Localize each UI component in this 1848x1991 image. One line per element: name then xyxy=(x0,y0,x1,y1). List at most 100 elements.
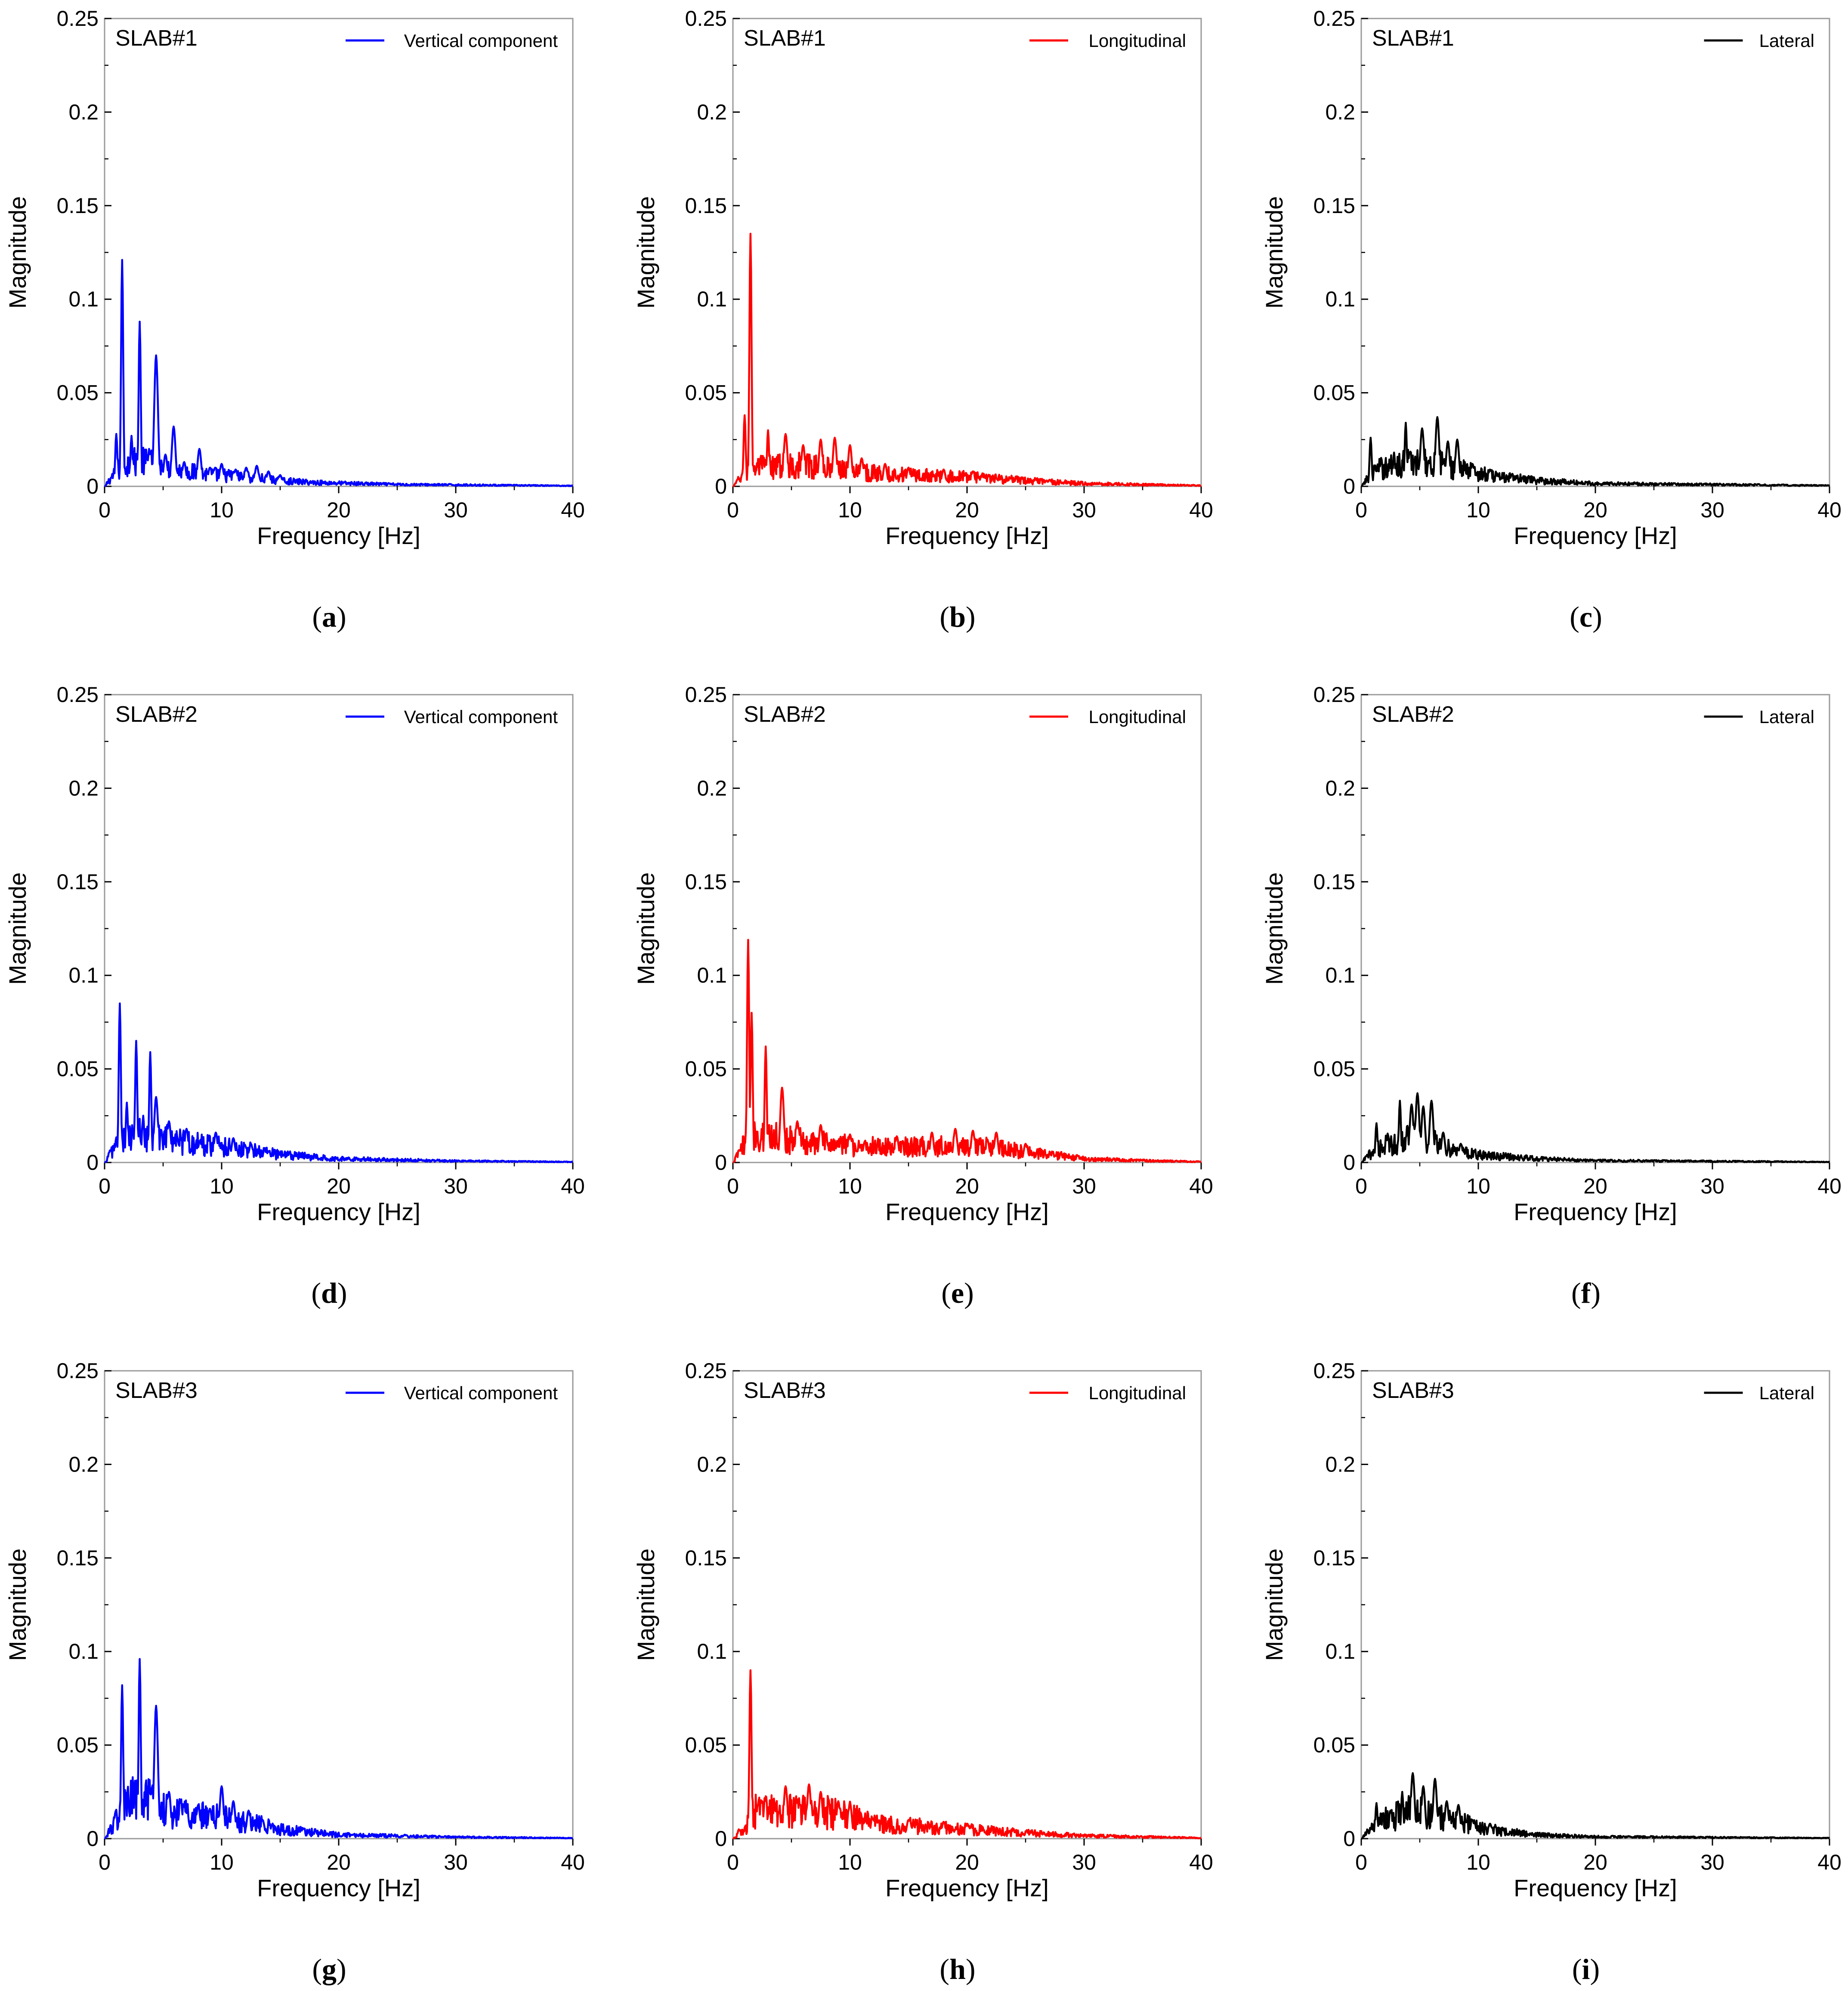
y-axis-title: Magnitude xyxy=(1261,196,1288,309)
caption-close: ) xyxy=(1591,1277,1601,1309)
y-tick-label: 0.1 xyxy=(68,1639,99,1663)
chart-panel-d: 0 0.05 0.1 0.15 0.2 0.25 0 10 20 30 40 Frequency [H… xyxy=(4,683,585,1309)
plot-frame xyxy=(1360,694,1830,1163)
panel-title: SLAB#3 xyxy=(744,1378,826,1403)
caption-close: ) xyxy=(337,1953,346,1985)
chart-panel-h: 0 0.05 0.1 0.15 0.2 0.25 0 10 20 30 40 Frequency [H… xyxy=(632,1359,1213,1985)
caption-letter: d xyxy=(321,1277,337,1309)
y-tick-label: 0.2 xyxy=(68,1452,99,1476)
x-tick-label: 0 xyxy=(1355,1174,1367,1198)
y-tick-label: 0.25 xyxy=(1313,1359,1355,1383)
y-axis-title: Magnitude xyxy=(632,872,659,985)
x-tick-label: 20 xyxy=(1583,1850,1607,1874)
x-tick-label: 20 xyxy=(1583,1174,1607,1198)
panel-caption: (g) xyxy=(312,1953,346,1985)
y-tick-label: 0.05 xyxy=(1313,1733,1355,1757)
x-tick-label: 20 xyxy=(327,1850,351,1874)
plot-frame xyxy=(732,694,1202,1163)
caption-open: ( xyxy=(1572,1953,1582,1985)
caption-letter: a xyxy=(322,600,337,633)
panel-caption: (b) xyxy=(939,600,975,633)
x-axis-title: Frequency [Hz] xyxy=(257,1198,420,1225)
legend-label: Lateral xyxy=(1759,707,1814,727)
x-axis-title: Frequency [Hz] xyxy=(885,1198,1049,1225)
x-tick-label: 20 xyxy=(327,498,351,522)
legend-label: Longitudinal xyxy=(1088,1383,1186,1403)
caption-letter: f xyxy=(1581,1277,1592,1309)
caption-letter: i xyxy=(1582,1953,1590,1985)
panel-title: SLAB#1 xyxy=(1372,26,1454,51)
x-tick-label: 30 xyxy=(444,1174,468,1198)
y-tick-label: 0 xyxy=(87,474,99,498)
y-tick-label: 0.05 xyxy=(1313,381,1355,405)
caption-open: ( xyxy=(311,1277,321,1309)
y-tick-label: 0.1 xyxy=(68,963,99,987)
y-tick-label: 0.2 xyxy=(697,776,727,800)
caption-close: ) xyxy=(964,1277,974,1309)
plot-frame xyxy=(732,18,1202,487)
legend: Vertical component xyxy=(346,31,558,51)
x-tick-label: 30 xyxy=(1700,498,1724,522)
legend-label: Lateral xyxy=(1759,31,1814,51)
y-tick-label: 0 xyxy=(715,474,727,498)
legend: Vertical component xyxy=(346,707,558,727)
legend-label: Vertical component xyxy=(404,1383,558,1403)
panel-title: SLAB#3 xyxy=(115,1378,198,1403)
y-tick-label: 0.15 xyxy=(685,870,727,894)
chart-panel-f: 0 0.05 0.1 0.15 0.2 0.25 0 10 20 30 40 Frequency [H… xyxy=(1261,683,1842,1309)
x-tick-label: 30 xyxy=(1700,1850,1724,1874)
y-tick-label: 0.2 xyxy=(68,776,99,800)
x-tick-label: 40 xyxy=(1189,1174,1213,1198)
x-tick-label: 20 xyxy=(1583,498,1607,522)
x-tick-label: 0 xyxy=(727,1850,739,1874)
legend-label: Lateral xyxy=(1759,1383,1814,1403)
panel-caption: (c) xyxy=(1570,600,1602,633)
caption-letter: c xyxy=(1579,600,1592,633)
y-axis-title: Magnitude xyxy=(4,196,31,309)
x-tick-label: 40 xyxy=(1817,1174,1842,1198)
caption-close: ) xyxy=(966,1953,976,1985)
y-tick-label: 0.2 xyxy=(1325,100,1355,124)
x-tick-label: 10 xyxy=(210,1174,234,1198)
y-tick-label: 0.05 xyxy=(1313,1057,1355,1081)
panel-title: SLAB#1 xyxy=(115,26,198,51)
y-tick-label: 0 xyxy=(715,1827,727,1851)
series-line xyxy=(732,232,1202,488)
x-tick-label: 40 xyxy=(1189,498,1213,522)
caption-open: ( xyxy=(1571,1277,1581,1309)
x-tick-label: 20 xyxy=(955,1850,979,1874)
x-tick-label: 10 xyxy=(838,498,862,522)
x-axis-title: Frequency [Hz] xyxy=(885,1874,1049,1901)
x-tick-label: 10 xyxy=(210,1850,234,1874)
x-tick-label: 30 xyxy=(444,1850,468,1874)
y-tick-label: 0.15 xyxy=(1313,194,1355,218)
plot-frame xyxy=(1360,18,1830,487)
panel-title: SLAB#2 xyxy=(1372,702,1454,727)
y-tick-label: 0.1 xyxy=(1325,287,1355,311)
x-tick-label: 0 xyxy=(727,498,739,522)
series-line xyxy=(732,939,1202,1164)
y-tick-label: 0.05 xyxy=(685,381,727,405)
caption-close: ) xyxy=(1590,1953,1600,1985)
caption-open: ( xyxy=(941,1277,951,1309)
y-tick-label: 0.25 xyxy=(685,6,727,31)
y-tick-label: 0.25 xyxy=(685,1359,727,1383)
legend: Longitudinal xyxy=(1029,707,1186,727)
plot-frame xyxy=(104,18,574,487)
y-tick-label: 0.15 xyxy=(57,1546,99,1570)
caption-open: ( xyxy=(312,600,322,633)
x-axis-title: Frequency [Hz] xyxy=(1514,1874,1677,1901)
panel-caption: (d) xyxy=(311,1277,347,1309)
caption-open: ( xyxy=(1570,600,1579,633)
y-tick-label: 0.25 xyxy=(57,683,99,707)
y-tick-label: 0 xyxy=(87,1827,99,1851)
x-axis-title: Frequency [Hz] xyxy=(257,522,420,549)
x-tick-label: 20 xyxy=(327,1174,351,1198)
series-line xyxy=(104,259,573,488)
chart-panel-a: 0 0.05 0.1 0.15 0.2 0.25 0 10 20 30 40 Frequency [H… xyxy=(4,6,585,633)
plot-frame xyxy=(732,1370,1202,1840)
x-tick-label: 30 xyxy=(1072,1174,1096,1198)
series-line xyxy=(1361,1092,1830,1164)
x-tick-label: 0 xyxy=(1355,1850,1367,1874)
